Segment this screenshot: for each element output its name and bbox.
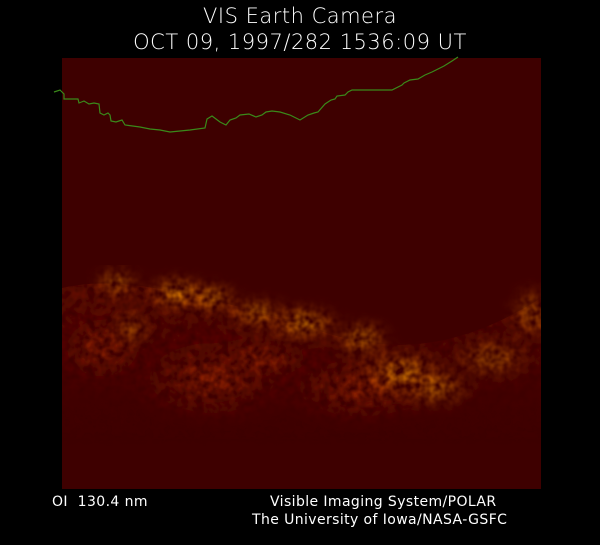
aurora-emission	[62, 265, 541, 448]
instrument-label: Visible Imaging System/POLAR	[270, 494, 497, 510]
timestamp: OCT 09, 1997/282 1536:09 UT	[133, 30, 467, 54]
aurora-image	[62, 58, 541, 489]
institution-label: The University of Iowa/NASA-GSFC	[252, 512, 508, 528]
camera-title: VIS Earth Camera	[203, 4, 397, 28]
wavelength-label: OI 130.4 nm	[52, 494, 148, 510]
